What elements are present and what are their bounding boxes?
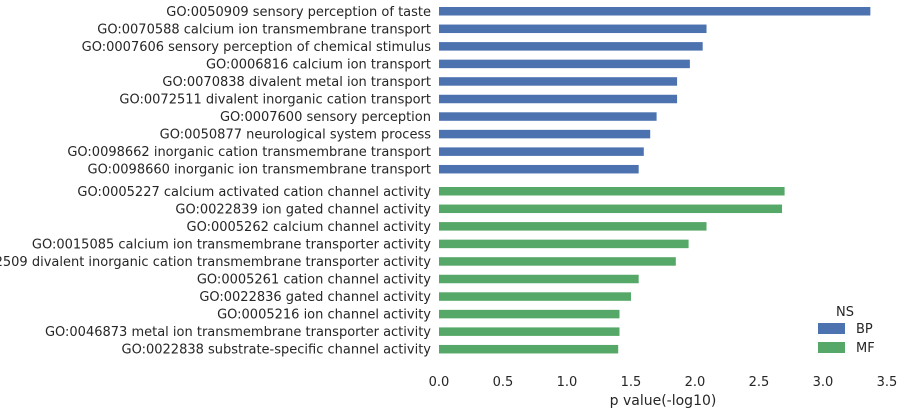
category-label: GO:0070838 divalent metal ion transport xyxy=(162,75,431,90)
category-label: GO:0005227 calcium activated cation chan… xyxy=(77,185,431,200)
bar-mf-4 xyxy=(439,257,676,266)
bar-bp-7 xyxy=(439,129,651,139)
x-tick-label: 0.0 xyxy=(429,375,450,390)
bar-mf-3 xyxy=(439,239,689,249)
category-labels: GO:0050909 sensory perception of taste GO… xyxy=(0,5,431,358)
bar-bp-5 xyxy=(439,94,678,104)
category-label: GO:0050877 neurological system process xyxy=(160,128,432,143)
category-label: GO:0005216 ion channel activity xyxy=(217,308,431,323)
category-label: GO:0072511 divalent inorganic cation tra… xyxy=(119,93,431,108)
legend-title: NS xyxy=(836,305,854,320)
bar-mf-5 xyxy=(439,274,639,284)
bars xyxy=(439,7,871,354)
legend-label-bp: BP xyxy=(856,322,873,337)
category-label: GO:0007600 sensory perception xyxy=(220,110,431,125)
legend-label-mf: MF xyxy=(856,341,875,356)
bar-mf-1 xyxy=(439,204,783,214)
bar-bp-1 xyxy=(439,24,707,34)
x-tick-label: 3.5 xyxy=(877,375,898,390)
bar-bp-3 xyxy=(439,59,690,69)
category-label: GO:0005261 cation channel activity xyxy=(197,273,431,288)
category-label: GO:0022839 ion gated channel activity xyxy=(175,202,431,217)
bar-mf-2 xyxy=(439,222,707,231)
bar-mf-9 xyxy=(439,344,619,354)
category-label: GO:0006816 calcium ion transport xyxy=(206,57,431,72)
bar-mf-8 xyxy=(439,327,620,336)
category-label: GO:0072509 divalent inorganic cation tra… xyxy=(0,255,431,270)
legend: NS BP MF xyxy=(818,305,875,356)
legend-swatch-bp xyxy=(818,323,845,334)
x-tick-label: 2.0 xyxy=(685,375,706,390)
category-label: GO:0050909 sensory perception of taste xyxy=(166,5,431,20)
category-label: GO:0015085 calcium ion transmembrane tra… xyxy=(32,237,431,252)
bar-mf-7 xyxy=(439,309,620,319)
category-label: GO:0070588 calcium ion transmembrane tra… xyxy=(97,22,431,37)
x-axis-title: p value(-log10) xyxy=(610,393,717,409)
x-tick-label: 2.5 xyxy=(749,375,770,390)
bar-mf-6 xyxy=(439,292,631,301)
bar-bp-6 xyxy=(439,112,657,121)
x-tick-label: 1.5 xyxy=(621,375,642,390)
x-tick-label: 0.5 xyxy=(493,375,514,390)
x-tick-label: 3.0 xyxy=(813,375,834,390)
category-label: GO:0007606 sensory perception of chemica… xyxy=(82,40,432,55)
bar-bp-8 xyxy=(439,147,644,156)
category-label: GO:0098662 inorganic cation transmembran… xyxy=(67,145,431,160)
category-label: GO:0005262 calcium channel activity xyxy=(187,220,432,235)
x-tick-labels: 0.0 0.5 1.0 1.5 2.0 2.5 3.0 3.5 xyxy=(429,375,898,390)
bar-bp-0 xyxy=(439,7,871,16)
bar-bp-9 xyxy=(439,164,639,174)
category-label: GO:0022838 substrate-specific channel ac… xyxy=(122,343,432,358)
bar-bp-2 xyxy=(439,42,703,51)
legend-swatch-mf xyxy=(818,342,845,353)
category-label: GO:0022836 gated channel activity xyxy=(199,290,431,305)
bar-mf-0 xyxy=(439,187,785,196)
bar-bp-4 xyxy=(439,77,678,86)
x-tick-label: 1.0 xyxy=(557,375,578,390)
category-label: GO:0046873 metal ion transmembrane trans… xyxy=(45,325,431,340)
category-label: GO:0098660 inorganic ion transmembrane t… xyxy=(88,163,431,178)
